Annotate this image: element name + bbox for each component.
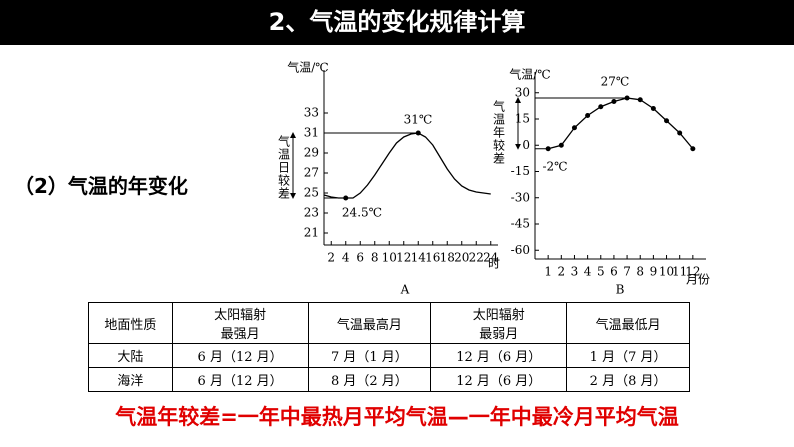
y-tick-label: 29 (304, 146, 319, 160)
y-tick-label: 33 (304, 106, 319, 120)
y-tick-label: -60 (511, 243, 530, 257)
annotation: -2℃ (542, 160, 567, 174)
line (323, 132, 491, 199)
point (585, 113, 591, 118)
point (637, 97, 643, 103)
table-cell: 6 月（12 月） (171, 343, 309, 368)
table-cell: 2 月（8 月） (566, 367, 690, 392)
table-cell: 6 月（12 月） (171, 367, 309, 392)
point (650, 106, 656, 111)
table-cell: 7 月（1 月） (307, 343, 432, 368)
x-tick-label: 14 (411, 251, 427, 265)
annotation: 24.5℃ (342, 206, 382, 220)
x-tick-label: 2 (327, 251, 335, 265)
x-tick-label: 5 (597, 265, 605, 279)
x-tick-label: 9 (650, 265, 658, 279)
x-tick-label: 10 (382, 251, 397, 265)
footer: 气温年较差=一年中最热月平均气温—一年中最冷月平均气温 (115, 405, 679, 429)
x-label: 时 (488, 257, 500, 271)
table-cell: 8 月（2 月） (307, 367, 432, 392)
caption: A (400, 283, 410, 297)
range-label: 气温日较差 (277, 134, 291, 200)
y-tick-label: -45 (511, 217, 530, 231)
table-cell: 大陆 (88, 343, 173, 368)
x-tick-label: 12 (685, 265, 700, 279)
y-tick-label: 21 (304, 226, 319, 240)
table-cell: 地面性质 (88, 302, 173, 344)
range-label: 气温年较差 (492, 99, 506, 165)
y-tick-label: 15 (515, 112, 530, 126)
table-cell: 海洋 (88, 367, 173, 392)
y-tick-label: -15 (511, 164, 530, 178)
x-tick-label: 2 (557, 265, 565, 279)
x-tick-label: 7 (623, 265, 631, 279)
x-tick-label: 18 (440, 251, 455, 265)
x-tick-label: 11 (672, 265, 687, 279)
table-row: 地面性质 太阳辐射 最强月 气温最高月 太阳辐射 最弱月 气温最低月 (88, 302, 690, 344)
table-cell: 太阳辐射 最弱月 (430, 302, 568, 344)
point (571, 125, 577, 131)
annotation: 31℃ (404, 113, 433, 127)
y-tick-label: 25 (304, 186, 319, 200)
x-tick-label: 22 (469, 251, 484, 265)
y-tick-label: 31 (304, 126, 319, 140)
x-tick-label: 8 (371, 251, 379, 265)
y-label: 气温/℃ (287, 60, 328, 75)
y-tick-label: 30 (515, 85, 530, 99)
table-cell: 气温最高月 (307, 302, 432, 344)
line (547, 97, 694, 150)
table-cell: 太阳辐射 最强月 (171, 302, 309, 344)
table-cell: 12 月（6 月） (430, 343, 568, 368)
table-row: 大陆 6 月（12 月） 7 月（1 月） 12 月（6 月） 1 月（7 月） (88, 343, 690, 368)
table-cell: 1 月（7 月） (566, 343, 690, 368)
y-tick-label: 0 (522, 138, 530, 152)
x-tick-label: 16 (425, 251, 440, 265)
point (690, 146, 696, 152)
x-tick-label: 4 (584, 265, 592, 279)
subtitle: （2）气温的年变化 (14, 174, 188, 198)
point (558, 142, 564, 148)
table: 地面性质 太阳辐射 最强月 气温最高月 太阳辐射 最弱月 气温最低月 大陆 6 月（12 月… (88, 302, 690, 392)
y-tick-label: -30 (511, 190, 530, 204)
x-tick-label: 12 (396, 251, 411, 265)
table-cell: 气温最低月 (566, 302, 690, 344)
x-tick-label: 24 (483, 251, 499, 265)
annotation: 27℃ (601, 75, 630, 89)
x-tick-label: 20 (454, 251, 469, 265)
point (664, 118, 670, 124)
y-tick-label: 23 (304, 206, 319, 220)
x-tick-label: 4 (342, 251, 350, 265)
x-tick-label: 6 (610, 265, 618, 279)
point (598, 104, 604, 110)
point (677, 130, 683, 136)
x-tick-label: 1 (544, 265, 552, 279)
table-cell: 12 月（6 月） (430, 367, 568, 392)
caption: B (616, 283, 625, 297)
x-label: 月份 (686, 273, 710, 287)
x-tick-label: 6 (356, 251, 364, 265)
header-title: 2、气温的变化规律计算 (0, 0, 794, 45)
point (611, 99, 617, 104)
x-tick-label: 10 (659, 265, 674, 279)
y-label: 气温/℃ (509, 67, 550, 82)
table-row: 海洋 6 月（12 月） 8 月（2 月） 12 月（6 月） 2 月（8 月） (88, 367, 690, 392)
y-tick-label: 27 (304, 166, 319, 180)
x-tick-label: 3 (571, 265, 579, 279)
x-tick-label: 8 (636, 265, 644, 279)
